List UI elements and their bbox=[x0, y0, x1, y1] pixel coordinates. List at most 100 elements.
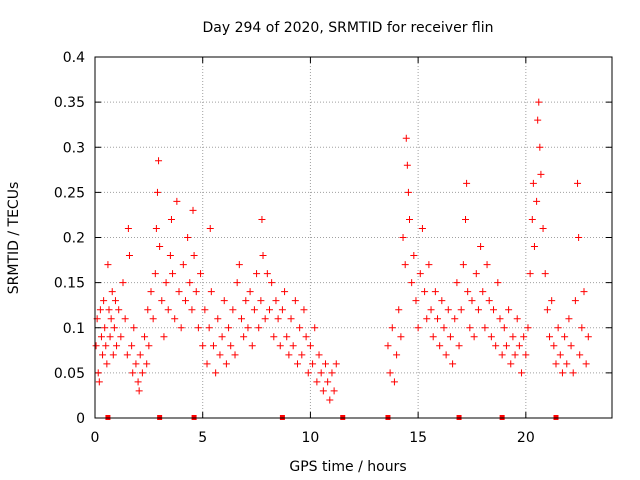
data-point bbox=[136, 351, 144, 359]
data-point bbox=[515, 342, 523, 350]
data-point bbox=[110, 324, 118, 332]
data-point bbox=[416, 270, 424, 278]
data-point bbox=[302, 333, 310, 341]
data-point bbox=[434, 315, 442, 323]
data-point bbox=[92, 342, 100, 350]
data-point bbox=[317, 369, 325, 377]
data-point bbox=[472, 270, 480, 278]
data-point bbox=[104, 261, 112, 269]
data-point bbox=[102, 342, 110, 350]
data-point bbox=[543, 306, 551, 314]
data-point bbox=[300, 306, 308, 314]
data-point bbox=[546, 333, 554, 341]
data-point bbox=[464, 288, 472, 296]
data-point bbox=[225, 324, 233, 332]
data-point bbox=[330, 387, 338, 395]
data-point bbox=[487, 333, 495, 341]
data-point bbox=[171, 315, 179, 323]
data-point bbox=[470, 333, 478, 341]
y-axis-label: SRMTID / TECUs bbox=[6, 182, 22, 295]
data-point bbox=[265, 306, 273, 314]
data-point bbox=[117, 333, 125, 341]
data-point bbox=[537, 170, 545, 178]
data-point bbox=[571, 297, 579, 305]
data-point bbox=[552, 360, 560, 368]
data-point bbox=[466, 324, 474, 332]
data-point bbox=[332, 360, 340, 368]
data-point bbox=[324, 378, 332, 386]
data-point bbox=[255, 324, 263, 332]
data-point bbox=[115, 306, 123, 314]
data-point bbox=[449, 360, 457, 368]
data-point bbox=[541, 270, 549, 278]
data-point bbox=[158, 297, 166, 305]
data-point bbox=[194, 324, 202, 332]
data-point bbox=[231, 351, 239, 359]
data-point bbox=[319, 387, 327, 395]
data-point bbox=[414, 324, 422, 332]
data-point bbox=[511, 351, 519, 359]
data-point bbox=[276, 342, 284, 350]
x-tick-label: 0 bbox=[91, 430, 100, 446]
data-point bbox=[418, 224, 426, 232]
data-point bbox=[242, 297, 250, 305]
data-point bbox=[203, 360, 211, 368]
y-tick-label: 0.2 bbox=[63, 231, 85, 247]
data-point bbox=[522, 351, 530, 359]
data-point bbox=[101, 324, 109, 332]
x-tick-label: 10 bbox=[302, 430, 320, 446]
data-point bbox=[384, 342, 392, 350]
data-point bbox=[189, 206, 197, 214]
y-tick-label: 0.35 bbox=[54, 95, 85, 111]
data-point bbox=[259, 252, 267, 260]
data-point bbox=[177, 324, 185, 332]
x-axis-label: GPS time / hours bbox=[289, 459, 406, 475]
y-tick-label: 0 bbox=[76, 411, 85, 427]
data-point bbox=[404, 188, 412, 196]
data-point bbox=[190, 252, 198, 260]
data-point bbox=[563, 360, 571, 368]
data-point bbox=[119, 279, 127, 287]
data-point bbox=[328, 369, 336, 377]
data-point bbox=[253, 270, 261, 278]
y-tick-label: 0.3 bbox=[63, 140, 85, 156]
data-point bbox=[109, 351, 117, 359]
data-point bbox=[584, 333, 592, 341]
data-point bbox=[164, 306, 172, 314]
data-point bbox=[390, 378, 398, 386]
data-point bbox=[192, 288, 200, 296]
data-point bbox=[520, 333, 528, 341]
data-point bbox=[410, 252, 418, 260]
data-point bbox=[403, 161, 411, 169]
data-point bbox=[500, 324, 508, 332]
data-point bbox=[128, 342, 136, 350]
data-point bbox=[268, 279, 276, 287]
data-point bbox=[397, 333, 405, 341]
data-point bbox=[529, 179, 537, 187]
data-point bbox=[153, 188, 161, 196]
data-point bbox=[166, 252, 174, 260]
data-point bbox=[468, 297, 476, 305]
data-point bbox=[528, 215, 536, 223]
data-point bbox=[107, 315, 115, 323]
data-point bbox=[459, 261, 467, 269]
data-point bbox=[462, 215, 470, 223]
data-point bbox=[406, 215, 414, 223]
data-point bbox=[281, 288, 289, 296]
data-points bbox=[92, 98, 592, 404]
data-point bbox=[463, 179, 471, 187]
data-point bbox=[313, 378, 321, 386]
data-point bbox=[160, 333, 168, 341]
data-point bbox=[505, 306, 513, 314]
y-tick-label: 0.15 bbox=[54, 276, 85, 292]
data-point bbox=[151, 270, 159, 278]
data-point bbox=[502, 342, 510, 350]
data-point bbox=[205, 324, 213, 332]
data-point bbox=[278, 306, 286, 314]
data-point bbox=[483, 261, 491, 269]
data-point bbox=[535, 98, 543, 106]
data-point bbox=[167, 215, 175, 223]
data-point bbox=[492, 342, 500, 350]
data-point bbox=[496, 315, 504, 323]
